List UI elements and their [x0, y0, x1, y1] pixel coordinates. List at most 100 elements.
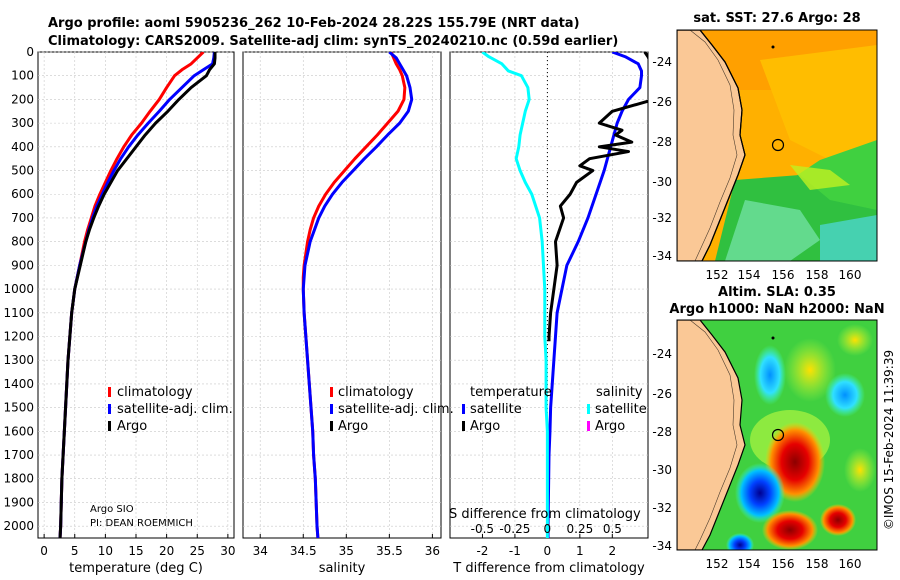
sst-lon-labels: 152 154 156 158 160	[706, 268, 862, 282]
x-tick-label-difference: 1	[576, 544, 584, 558]
legend-swatch-s-satellite	[587, 404, 590, 414]
difference-xlabel: T difference from climatology	[452, 561, 645, 576]
legend-t-satellite: satellite	[470, 402, 522, 417]
legend-swatch-satellite	[108, 404, 111, 414]
difference-series-s-satellite	[481, 52, 549, 538]
depth-tick-label: 1100	[3, 306, 34, 320]
imos-timestamp: ©IMOS 15-Feb-2024 11:39:39	[882, 350, 896, 530]
sla-lat-30: -30	[652, 463, 672, 477]
sla-lat-26: -26	[652, 387, 672, 401]
sst-yellow-patch	[760, 45, 877, 160]
sst-map-frame	[676, 29, 878, 262]
x-tick-label-salinity: 35.5	[376, 544, 403, 558]
sla-cyan-eddy-north	[754, 345, 786, 405]
legend-header-salinity: salinity	[596, 385, 643, 400]
legend-climatology-s: climatology	[338, 385, 414, 400]
x-tick-label-temperature: 0	[40, 544, 48, 558]
legend-swatch-climatology	[108, 387, 111, 397]
x-tick-label-salinity: 34	[253, 544, 268, 558]
difference-legend: temperature salinity satellite Argo sate…	[462, 385, 647, 434]
legend-satellite-adj: satellite-adj. clim.	[117, 402, 233, 417]
legend-s-satellite: satellite	[595, 402, 647, 417]
depth-tick-label: 1000	[3, 282, 34, 296]
sla-lon-158: 158	[806, 557, 829, 571]
s-diff-tick-label: -0.5	[471, 522, 494, 536]
legend-header-temperature: temperature	[470, 385, 552, 400]
difference-series-t-satellite	[546, 52, 644, 538]
depth-tick-label: 400	[11, 140, 34, 154]
depth-tick-label: 1600	[3, 424, 34, 438]
depth-tick-label: 900	[11, 258, 34, 272]
s-diff-tick-label: -0.25	[499, 522, 530, 536]
temperature-series-group	[58, 52, 217, 538]
legend-swatch-climatology-s	[330, 387, 333, 397]
salinity-series-satellite-adj-clim-	[301, 52, 414, 538]
s-difference-label: S difference from climatology	[449, 507, 641, 522]
sst-cool-patch	[725, 200, 820, 261]
temperature-legend: climatology satellite-adj. clim. Argo	[108, 385, 233, 434]
sla-lat-34: -34	[652, 539, 672, 553]
depth-tick-label: 1900	[3, 495, 34, 509]
s-diff-tick-label: 0	[544, 522, 552, 536]
sla-map	[677, 320, 877, 550]
salinity-xlabel: salinity	[319, 561, 366, 576]
sla-red-south	[762, 510, 818, 550]
salinity-legend: climatology satellite-adj. clim. Argo	[330, 385, 454, 434]
sla-yellow-ne	[837, 324, 873, 356]
legend-satellite-adj-s: satellite-adj. clim.	[338, 402, 454, 417]
x-tick-label-salinity: 36	[425, 544, 440, 558]
x-tick-label-difference: 2	[608, 544, 616, 558]
depth-tick-label: 700	[11, 211, 34, 225]
legend-t-argo: Argo	[470, 419, 500, 434]
sst-island-dot	[771, 45, 775, 49]
sla-lon-156: 156	[772, 557, 795, 571]
sla-cyan-eddy-east	[825, 373, 865, 417]
sst-lon-152: 152	[706, 268, 729, 282]
depth-tick-label: 1200	[3, 329, 34, 343]
depth-tick-label: 1800	[3, 472, 34, 486]
depth-tick-label: 200	[11, 92, 34, 106]
sla-map-title-1: Altim. SLA: 0.35	[718, 285, 836, 300]
sst-coastline	[677, 30, 746, 261]
depth-axis-labels: 0 100 200 300 400 500 600 700 800 900 1000 1100 1200…	[3, 45, 34, 533]
sst-lat-32: -32	[652, 211, 672, 225]
sla-land-australia	[677, 320, 746, 550]
x-axis-labels: 0 5 10 15 20 25 30 34 34.5 35 35.5 36 -2 -1 0 1 2	[40, 544, 616, 558]
sst-float-marker	[771, 138, 785, 152]
depth-tick-label: 1400	[3, 377, 34, 391]
depth-tick-label: 300	[11, 116, 34, 130]
salinity-series-group	[301, 52, 414, 538]
legend-swatch-satellite-s	[330, 404, 333, 414]
x-tick-label-difference: -1	[509, 544, 521, 558]
sst-map-title: sat. SST: 27.6 Argo: 28	[693, 11, 860, 26]
depth-tick-label: 500	[11, 164, 34, 178]
x-tick-label-temperature: 25	[190, 544, 205, 558]
legend-argo: Argo	[117, 419, 147, 434]
title-line-2: Climatology: CARS2009. Satellite-adj cli…	[48, 34, 618, 49]
sst-depth-contour	[689, 30, 738, 261]
sst-lat-28: -28	[652, 135, 672, 149]
sla-red-se	[820, 504, 856, 536]
sla-map-title-2: Argo h1000: NaN h2000: NaN	[669, 302, 884, 317]
depth-tick-label: 800	[11, 235, 34, 249]
x-tick-label-temperature: 5	[71, 544, 79, 558]
x-tick-label-difference: -2	[476, 544, 488, 558]
sst-lat-26: -26	[652, 95, 672, 109]
s-difference-tick-labels: -0.5 -0.25 0 0.25 0.5	[471, 522, 622, 536]
x-tick-label-salinity: 35	[339, 544, 354, 558]
legend-swatch-t-satellite	[462, 404, 465, 414]
annotation-argo-sio: Argo SIO	[90, 504, 134, 515]
sla-yellow-north	[784, 338, 836, 402]
depth-tick-label: 0	[26, 45, 34, 59]
x-tick-label-salinity: 34.5	[290, 544, 317, 558]
sla-lon-154: 154	[738, 557, 761, 571]
sla-depth-contour	[689, 320, 738, 550]
depth-tick-label: 1700	[3, 448, 34, 462]
sla-lat-24: -24	[652, 347, 672, 361]
salinity-panel	[242, 51, 442, 539]
s-diff-tick-label: 0.25	[567, 522, 594, 536]
sla-lat-labels: -24 -26 -28 -30 -32 -34	[652, 347, 672, 553]
sla-float-marker	[771, 428, 785, 442]
sla-lon-160: 160	[839, 557, 862, 571]
